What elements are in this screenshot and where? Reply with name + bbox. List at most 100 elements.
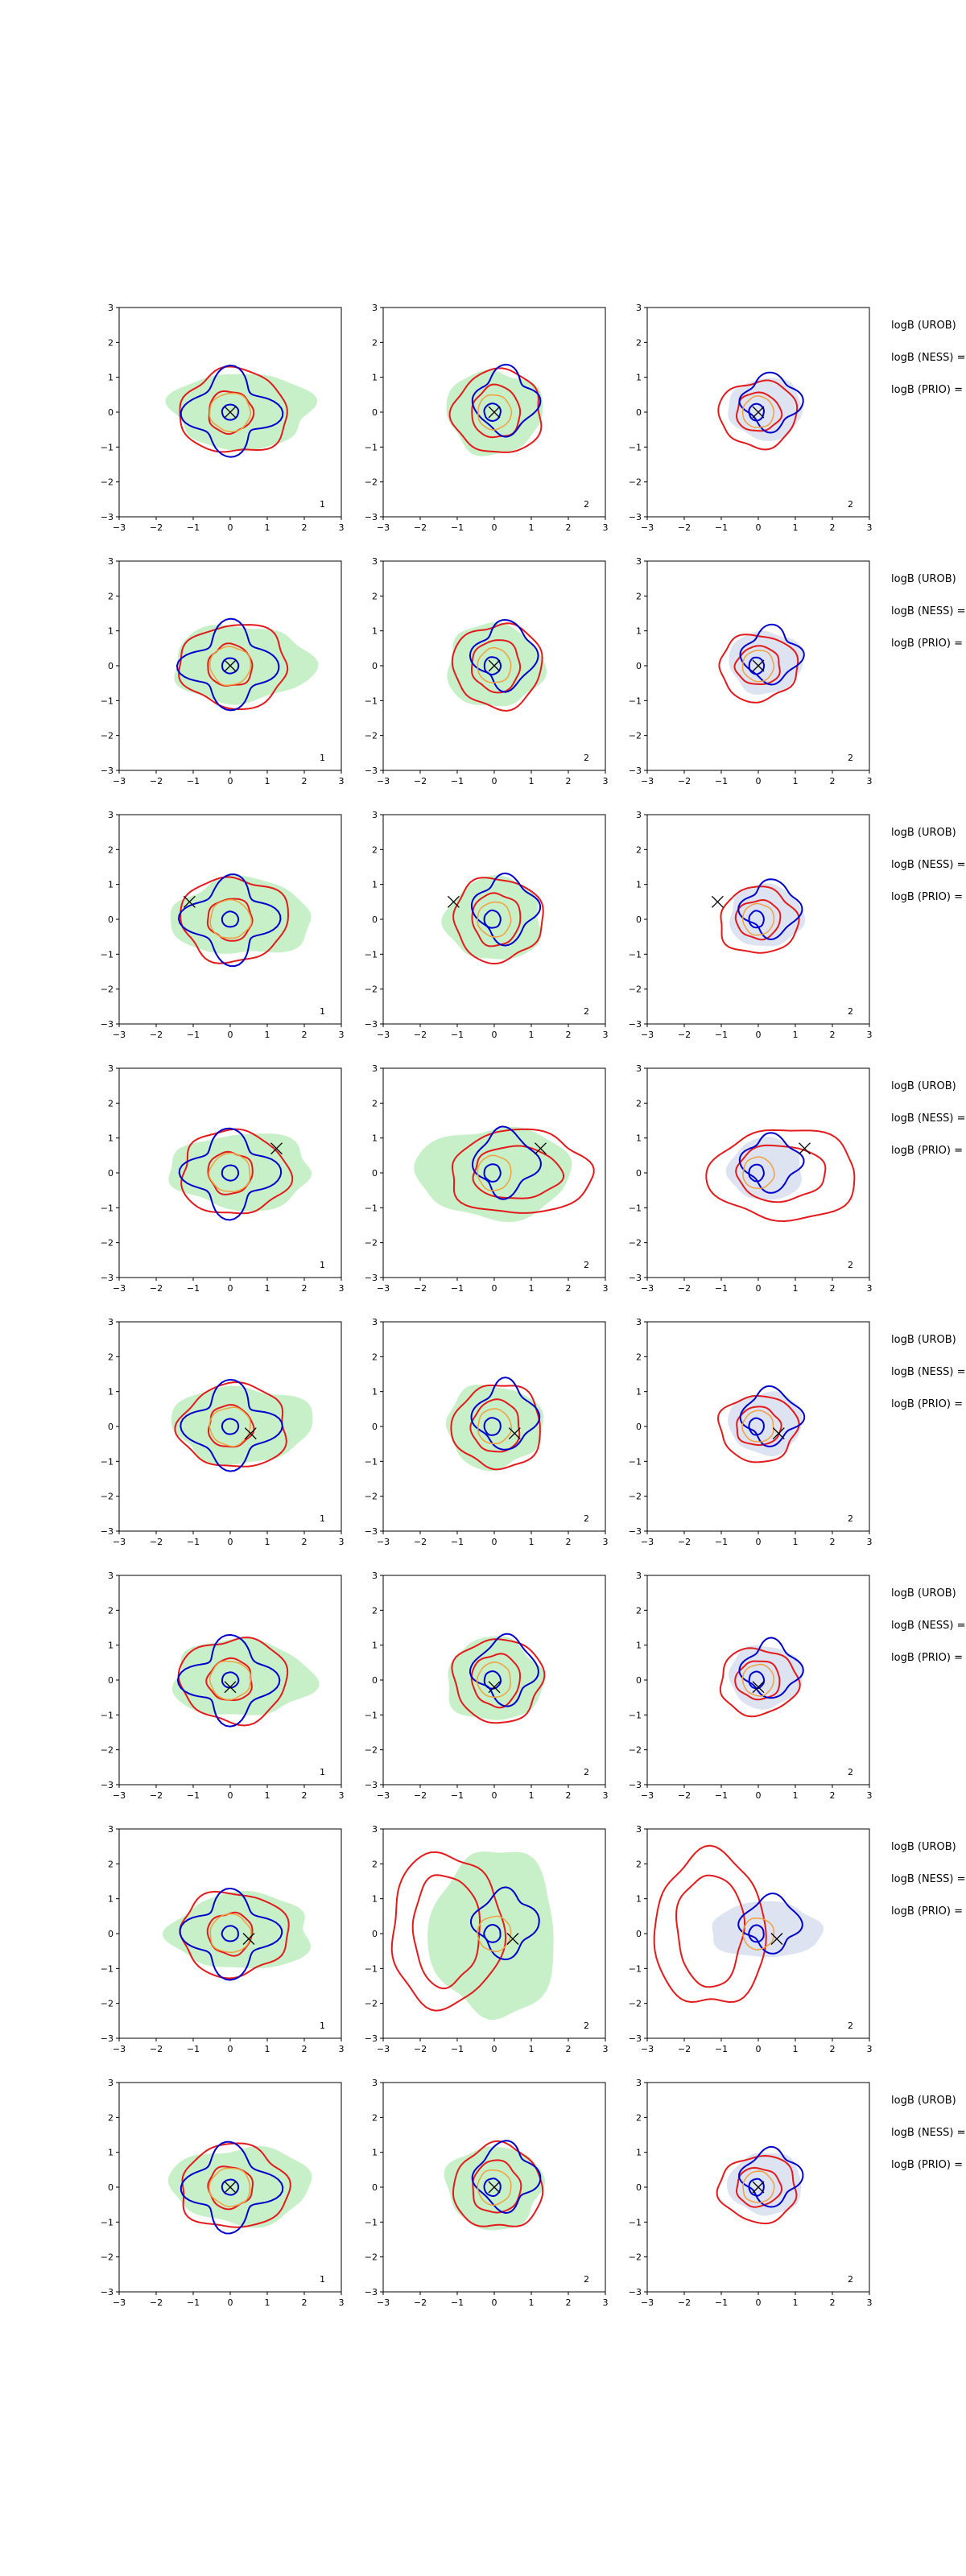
y-tick-label: −3 [101,2287,114,2297]
y-tick-label: −3 [365,1780,378,1790]
density-fill [168,1133,312,1212]
y-tick-label: 2 [108,1098,114,1108]
x-tick-label: −3 [641,1283,654,1294]
y-tick-label: −1 [365,1456,378,1467]
x-tick-label: −3 [377,522,390,533]
panel-number-label: 1 [320,1260,325,1270]
x-tick-label: −1 [715,2044,728,2054]
blue-contour-outer [178,1127,283,1221]
x-tick-label: 3 [867,776,873,786]
x-tick-label: −3 [641,2297,654,2308]
x-tick-label: 0 [492,522,497,533]
y-tick-label: 3 [108,1063,114,1074]
y-tick-label: 3 [372,1824,378,1835]
blue-contour-outer [470,1377,541,1451]
blue-contour-outer [471,363,542,438]
y-tick-label: 2 [636,2112,642,2123]
x-tick-label: 1 [265,1283,270,1294]
x-tick-label: 1 [529,776,535,786]
y-tick-label: −3 [365,1526,378,1537]
y-tick-label: −2 [629,985,642,995]
y-tick-label: 0 [108,1675,114,1686]
y-tick-label: 3 [636,556,642,567]
y-tick-label: 3 [108,2078,114,2088]
x-tick-label: 1 [793,2044,799,2054]
x-tick-label: 0 [492,2297,497,2308]
y-tick-label: 1 [636,1894,642,1905]
plot-area [711,878,806,954]
y-tick-label: −2 [629,2252,642,2263]
orange-contour [209,1913,252,1954]
logb-labels-row-1: logB (UROB) logB (NESS) = logB (PRIO) = [891,320,965,396]
y-tick-label: −3 [629,512,642,522]
blue-contour-inner [483,1924,502,1943]
y-tick-label: 1 [636,1641,642,1651]
y-tick-label: −3 [365,512,378,522]
panel-number-label: 2 [848,499,853,510]
plot-area [163,1887,311,1981]
x-tick-label: 1 [529,1537,535,1547]
x-tick-label: −2 [414,1283,427,1294]
logb-label: logB (NESS) = [891,1366,965,1378]
y-tick-label: 1 [636,2148,642,2158]
blue-contour-outer [180,2140,284,2235]
blue-contour-inner [483,2178,502,2197]
y-tick-label: 3 [636,810,642,820]
x-tick-label: 1 [265,776,270,786]
x-tick-label: −2 [678,1537,691,1547]
y-tick-label: −3 [629,1780,642,1790]
y-tick-label: −3 [101,2033,114,2044]
red-contour-outer [178,624,289,711]
x-tick-label: 1 [265,2297,270,2308]
panel-r5-c1: −3 −2 −1 0 1 2 3 −3 −2 −1 0 1 2 3 1 [101,1317,345,1547]
panel-r8-c1: −3 −2 −1 0 1 2 3 −3 −2 −1 0 1 2 3 1 [101,2078,345,2308]
blue-contour-inner [748,1924,765,1943]
x-tick-label: −2 [678,776,691,786]
red-contour-inner [675,1874,746,1988]
y-tick-label: 3 [372,556,378,567]
y-tick-label: 0 [636,914,642,925]
y-tick-label: 1 [108,1641,114,1651]
x-tick-label: 2 [566,2044,572,2054]
density-fill [447,621,547,707]
y-tick-label: 2 [372,1859,378,1869]
red-contour-inner [734,1660,781,1701]
blue-contour-inner [483,1417,502,1436]
y-tick-label: −2 [365,1238,378,1249]
blue-contour-outer [737,2145,804,2208]
red-contour-outer [717,379,799,451]
y-tick-label: −1 [101,1710,114,1720]
x-tick-label: −3 [113,2044,126,2054]
panel-number-label: 1 [320,753,325,763]
y-tick-label: 3 [372,303,378,313]
blue-contour-inner [221,1164,240,1182]
x-tick-label: 2 [302,1283,308,1294]
orange-contour [741,902,775,936]
y-tick-label: 0 [372,914,378,925]
panel-r7-c2: −3 −2 −1 0 1 2 3 −3 −2 −1 0 1 2 3 2 [365,1824,609,2054]
panel-number-label: 2 [584,1767,589,1777]
density-fill [445,1384,544,1472]
y-tick-label: −3 [365,2033,378,2044]
panel-r7-c1: −3 −2 −1 0 1 2 3 −3 −2 −1 0 1 2 3 1 [101,1824,345,2054]
y-tick-label: −2 [629,1745,642,1756]
orange-contour [476,1662,511,1698]
panel-number-label: 1 [320,1513,325,1524]
blue-contour-outer [471,1125,542,1200]
red-contour-outer [451,622,543,712]
logb-label: logB (NESS) = [891,1113,965,1125]
y-tick-label: 3 [636,1317,642,1327]
x-tick-label: 2 [566,1537,572,1547]
blue-contour-inner [748,1163,765,1183]
orange-contour [209,646,252,686]
y-tick-label: −1 [365,442,378,452]
x-tick-label: 1 [265,1537,270,1547]
y-tick-label: 0 [636,1929,642,1939]
orange-contour [208,392,251,433]
x-tick-label: 3 [339,1790,345,1801]
x-tick-label: −1 [451,2044,464,2054]
y-tick-label: −2 [629,477,642,488]
orange-contour [208,1152,251,1192]
x-tick-label: 0 [228,1030,233,1040]
x-tick-label: 0 [756,2044,762,2054]
